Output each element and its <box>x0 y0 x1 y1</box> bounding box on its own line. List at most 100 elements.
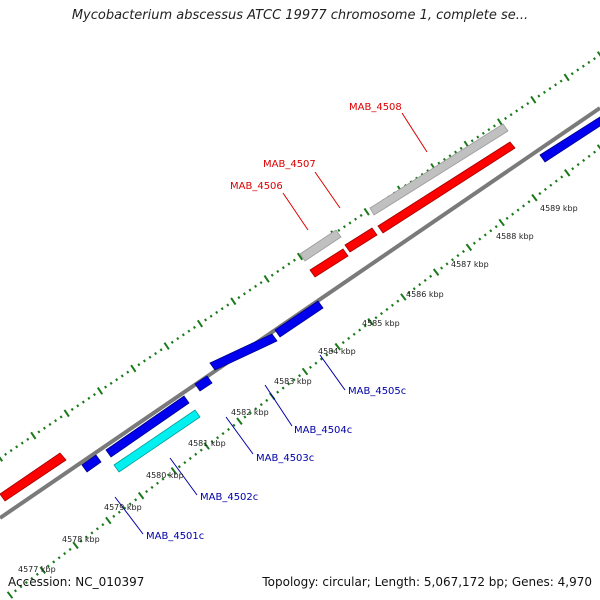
track-tick <box>242 292 246 296</box>
track-tick <box>81 400 85 404</box>
track-tick <box>230 297 237 306</box>
accession-text: Accession: NC_010397 <box>8 575 145 589</box>
gene-mab-4506[interactable] <box>309 248 349 278</box>
gene-label[interactable]: MAB_4508 <box>349 102 402 113</box>
track-tick <box>226 303 230 307</box>
track-tick <box>396 299 400 303</box>
track-tick <box>454 150 458 154</box>
track-tick <box>363 207 370 216</box>
gene-mab-4503c[interactable] <box>105 395 190 458</box>
track-tick <box>296 252 304 261</box>
track-tick <box>592 57 596 61</box>
track-tick <box>104 385 108 389</box>
gene-label[interactable]: MAB_4502c <box>200 492 258 503</box>
track-tick <box>216 436 220 440</box>
track-tick <box>170 467 178 475</box>
track-tick <box>221 432 225 436</box>
track-tick <box>276 269 280 273</box>
label-leader-lines <box>114 112 428 535</box>
track-tick <box>15 445 19 449</box>
gene-mab-4507-grey[interactable] <box>299 229 342 262</box>
gene-mab-4505c[interactable] <box>274 300 324 338</box>
track-tick <box>423 278 427 283</box>
track-tick <box>39 566 46 574</box>
track-tick <box>334 342 341 351</box>
track-tick <box>385 307 389 311</box>
track-tick <box>470 139 474 143</box>
track-tick <box>154 351 158 356</box>
gene-mab-4502c[interactable] <box>113 409 201 473</box>
gene-mab-4504c-small[interactable] <box>194 375 213 392</box>
track-tick <box>210 440 214 444</box>
track-tick <box>596 144 600 150</box>
gene-right-blue[interactable] <box>539 116 600 163</box>
track-tick <box>587 154 591 158</box>
track-tick <box>287 262 291 266</box>
track-tick <box>59 415 63 419</box>
track-tick <box>19 585 23 589</box>
track-tick <box>48 422 52 426</box>
track-tick <box>163 342 170 350</box>
track-tick <box>352 332 356 336</box>
gene-labels: MAB_4508 MAB_4507 MAB_4506 MAB_4505c MAB_450… <box>146 102 406 542</box>
track-tick <box>166 473 170 477</box>
gene-label[interactable]: MAB_4504c <box>294 425 352 436</box>
track-tick <box>465 243 473 252</box>
track-tick <box>254 284 258 288</box>
track-tick <box>400 293 407 301</box>
track-tick <box>142 359 146 363</box>
gene-mab-4501c[interactable] <box>81 454 102 473</box>
track-tick <box>35 572 39 576</box>
gene-label[interactable]: MAB_4506 <box>230 181 283 192</box>
track-tick <box>130 364 137 373</box>
track-tick <box>358 328 362 332</box>
track-tick <box>243 415 247 419</box>
track-tick <box>509 113 513 117</box>
tick-label: 4584 kbp <box>318 347 356 356</box>
track-tick <box>187 329 191 333</box>
gene-label[interactable]: MAB_4507 <box>263 159 316 170</box>
track-tick <box>4 452 8 456</box>
track-tick <box>359 213 363 218</box>
track-tick <box>128 502 132 506</box>
track-tick <box>30 431 37 440</box>
track-tick <box>481 131 485 135</box>
track-tick <box>596 51 600 57</box>
track-tick <box>105 516 112 525</box>
tick-label: 4581 kbp <box>188 439 226 448</box>
track-tick <box>587 60 591 65</box>
tick-label: 4580 kbp <box>146 471 184 480</box>
track-tick <box>308 365 312 369</box>
track-tick <box>505 216 509 220</box>
track-tick <box>538 191 542 196</box>
track-tick <box>90 531 94 535</box>
gene-left-red[interactable] <box>0 452 67 502</box>
gene-label[interactable]: MAB_4505c <box>348 386 406 397</box>
track-tick <box>526 101 530 106</box>
tick-label: 4587 kbp <box>451 260 489 269</box>
track-tick <box>298 374 302 378</box>
track-tick <box>109 381 113 385</box>
gene-mab-4507[interactable] <box>344 227 378 253</box>
gene-mab-4508-red[interactable] <box>377 141 516 234</box>
track-tick <box>13 589 17 593</box>
track-tick <box>341 340 345 345</box>
track-tick <box>155 481 160 485</box>
track-tick <box>548 87 552 91</box>
gene-mab-4504c[interactable] <box>209 333 278 371</box>
track-tick <box>46 564 50 568</box>
track-tick <box>176 337 180 341</box>
track-tick <box>232 423 236 427</box>
track-tick <box>354 217 358 221</box>
gene-label[interactable]: MAB_4503c <box>256 453 314 464</box>
track-tick <box>276 390 280 394</box>
track-tick <box>112 514 116 518</box>
track-tick <box>26 437 30 441</box>
track-tick <box>576 68 580 72</box>
gene-mab-4508[interactable] <box>369 123 509 216</box>
track-tick <box>259 281 263 285</box>
track-tick <box>582 158 586 162</box>
track-tick <box>432 268 440 276</box>
track-tick <box>554 83 558 87</box>
gene-label[interactable]: MAB_4501c <box>146 531 204 542</box>
